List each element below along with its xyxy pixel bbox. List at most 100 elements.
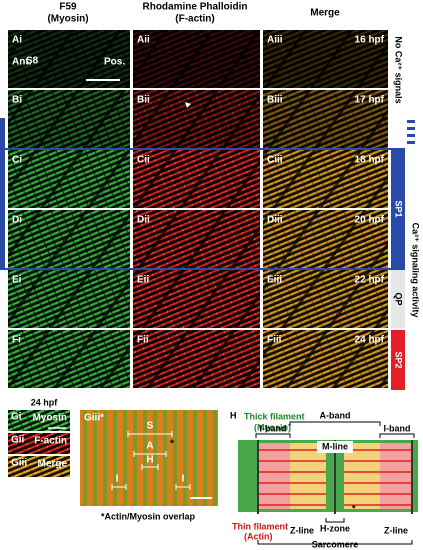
brackets xyxy=(255,421,415,545)
panel-label: Eiii xyxy=(267,275,282,286)
panel-label: Aii xyxy=(137,35,150,46)
panel-label: Fiii xyxy=(267,335,282,346)
myotome-boundary xyxy=(133,90,260,148)
dim-overlay xyxy=(263,210,388,268)
phase-bar xyxy=(391,270,405,328)
zoom-panel xyxy=(80,410,218,506)
column-header: (F-actin) xyxy=(175,14,214,25)
phase-bar xyxy=(391,150,405,268)
h-zone: H-zone xyxy=(320,523,350,533)
activity-label: Ca²⁺ signaling activity xyxy=(411,223,421,318)
thin-label: (Actin) xyxy=(244,531,273,541)
strip-stain: Merge xyxy=(38,459,68,470)
thick-label: Thick filament xyxy=(244,411,305,421)
zoom-bracket xyxy=(127,431,173,437)
overlap xyxy=(290,443,326,509)
panel-label: Fii xyxy=(137,335,149,346)
dim-overlay xyxy=(8,270,130,328)
phase-label: QP xyxy=(394,292,404,305)
dim-overlay xyxy=(8,330,130,388)
dim-overlay xyxy=(133,330,260,388)
panel-label: Ci xyxy=(12,155,22,166)
time-label: 16 hpf xyxy=(355,35,385,46)
strip-id: Gii xyxy=(11,435,25,446)
m-line-label: M-line xyxy=(322,441,348,451)
stage-label: S8 xyxy=(26,56,39,67)
tick-dash xyxy=(407,141,415,144)
dim-overlay xyxy=(263,330,388,388)
myotome-boundary xyxy=(133,210,260,268)
tick-dash xyxy=(407,134,415,137)
sarcomere: Sarcomere xyxy=(312,539,359,549)
tick-dash xyxy=(407,120,415,123)
strip-stain: Myosin xyxy=(33,413,67,424)
time-label: 20 hpf xyxy=(355,215,385,226)
zoom-label: I xyxy=(182,474,185,485)
dim-overlay xyxy=(8,150,130,208)
dim-overlay xyxy=(8,90,130,148)
panel-label: Biii xyxy=(267,95,283,106)
panel-label: Bi xyxy=(12,95,22,106)
panel-label: Diii xyxy=(267,215,283,226)
frame-edge xyxy=(0,118,5,270)
panel-label: Cii xyxy=(137,155,150,166)
time-label: 22 hpf xyxy=(355,275,385,286)
panel-label: Bii xyxy=(137,95,150,106)
zoom-bracket xyxy=(175,484,191,490)
myotome-boundary xyxy=(263,90,388,148)
dim-overlay xyxy=(133,270,260,328)
dim-overlay xyxy=(263,150,388,208)
dim-overlay xyxy=(133,210,260,268)
caption: *Actin/Myosin overlap xyxy=(101,511,196,521)
dim-overlay xyxy=(133,90,260,148)
myotome-boundary xyxy=(263,210,388,268)
a-band: A-band xyxy=(320,410,351,420)
myotome-boundary xyxy=(263,330,388,388)
m-line-box xyxy=(317,441,353,453)
dim-overlay xyxy=(8,30,130,88)
panel-label: Fi xyxy=(12,335,21,346)
phase-label: SP2 xyxy=(394,351,404,368)
arrowhead xyxy=(185,102,191,108)
zoom-label: I xyxy=(116,474,119,485)
time-label: 18 hpf xyxy=(355,155,385,166)
dim-overlay xyxy=(263,30,388,88)
panel-label: Ciii xyxy=(267,155,283,166)
column-header: Rhodamine Phalloidin xyxy=(142,2,247,13)
h-star: * xyxy=(352,503,356,513)
myotome-boundary xyxy=(133,270,260,328)
strip-id: Gi xyxy=(11,412,22,423)
strip xyxy=(8,456,70,477)
strip xyxy=(8,433,70,454)
dim-overlay xyxy=(8,210,130,268)
zoom-bracket xyxy=(133,451,167,457)
column-header: Merge xyxy=(310,8,340,19)
panel-label: Dii xyxy=(137,215,150,226)
panel-label: Aiii xyxy=(267,35,283,46)
tick-dash xyxy=(407,127,415,130)
phase-label: SP1 xyxy=(394,200,404,217)
h-id: H xyxy=(230,410,237,420)
column-header: (Myosin) xyxy=(47,14,88,25)
strip xyxy=(8,410,70,431)
time-label: 17 hpf xyxy=(355,95,385,106)
zoom-star: * xyxy=(170,439,174,450)
time-label: 24 hpf xyxy=(355,335,385,346)
strip-id: Giii xyxy=(11,458,27,469)
zoom-label: H xyxy=(146,455,153,466)
z-line-label: Z-line xyxy=(384,525,408,535)
dim-overlay xyxy=(133,150,260,208)
zoom-label: A xyxy=(146,441,153,452)
i-band: I-band xyxy=(260,423,287,433)
thin-label: Thin filament xyxy=(232,521,288,531)
myotome-boundary xyxy=(8,150,130,208)
g-time: 24 hpf xyxy=(31,397,59,407)
myotome-boundary xyxy=(133,150,260,208)
panel-label: Eii xyxy=(137,275,149,286)
overlap xyxy=(344,443,380,509)
panel-label: Ei xyxy=(12,275,22,286)
myotome-boundary xyxy=(8,90,130,148)
i-band: I-band xyxy=(384,423,411,433)
dim-overlay xyxy=(263,270,388,328)
